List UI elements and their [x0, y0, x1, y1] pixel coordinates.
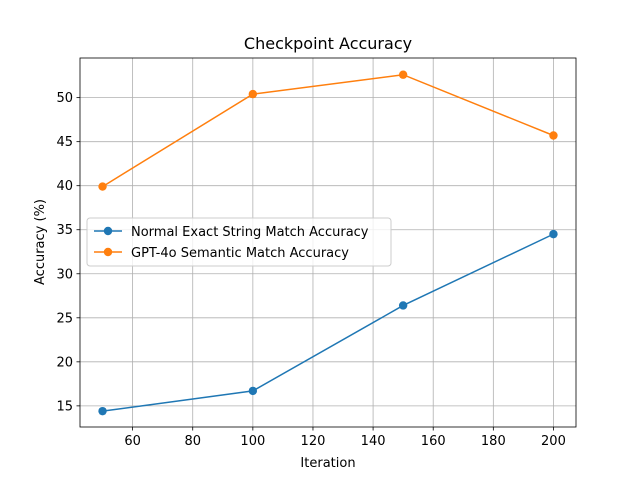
x-tick-label: 160	[421, 434, 446, 449]
legend: Normal Exact String Match Accuracy GPT-4o…	[86, 217, 392, 267]
y-axis-ticks: 15 20 25 30 35 40 45 50	[56, 91, 80, 414]
y-tick-label: 40	[56, 179, 73, 194]
data-point	[248, 89, 258, 99]
data-point	[248, 386, 258, 396]
y-axis-label: Accuracy (%)	[33, 199, 48, 285]
x-tick-label: 140	[361, 434, 386, 449]
data-point	[98, 182, 107, 191]
y-tick-label: 20	[56, 355, 73, 370]
legend-marker-1	[103, 226, 113, 236]
x-tick-label: 120	[301, 434, 326, 449]
plot-area-frame	[79, 57, 577, 428]
data-point	[549, 229, 558, 239]
y-tick-label: 25	[56, 311, 73, 326]
series-line-2	[102, 73, 554, 188]
series-line-1	[102, 233, 554, 412]
y-tick-label: 35	[56, 223, 73, 238]
x-axis-ticks: 60 80 100 120 140 160 180 200	[124, 427, 566, 449]
x-tick-label: 60	[124, 434, 141, 449]
x-axis-label: Iteration	[300, 456, 355, 471]
legend-label-2: GPT-4o Semantic Match Accuracy	[131, 246, 349, 261]
y-tick-label: 50	[56, 91, 73, 106]
x-tick-label: 100	[240, 434, 265, 449]
x-tick-label: 200	[541, 434, 566, 449]
y-tick-label: 30	[56, 267, 73, 282]
data-point	[398, 301, 408, 310]
x-tick-label: 180	[481, 434, 506, 449]
chart-title: Checkpoint Accuracy	[244, 34, 412, 53]
data-point	[98, 406, 107, 416]
legend-label-1: Normal Exact String Match Accuracy	[131, 225, 369, 240]
series-lines	[98, 70, 558, 416]
data-point	[398, 70, 408, 79]
y-tick-label: 45	[56, 135, 73, 150]
x-tick-label: 80	[184, 434, 201, 449]
data-point	[549, 131, 558, 140]
y-tick-label: 15	[56, 399, 73, 414]
legend-marker-2	[103, 247, 113, 257]
legend-box	[86, 217, 392, 267]
